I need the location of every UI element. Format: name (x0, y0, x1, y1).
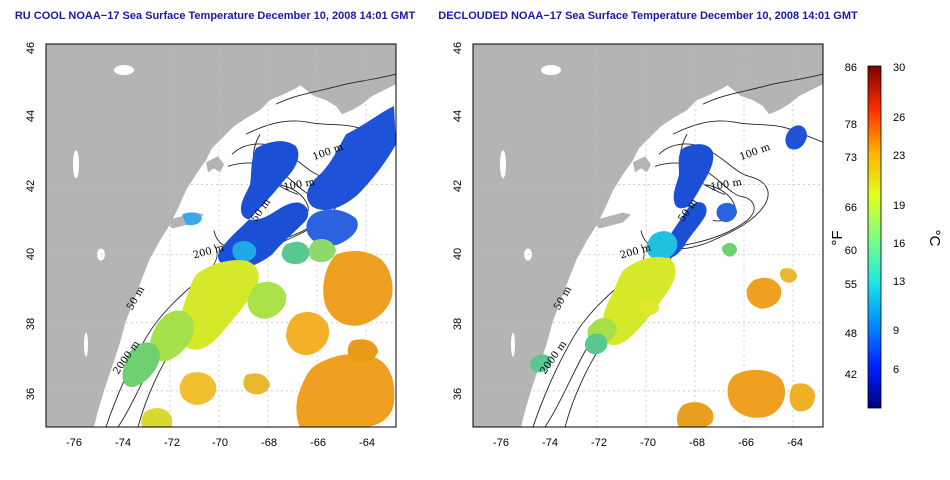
right-lat-tick: 38 (452, 318, 464, 330)
left-lon-tick: -74 (115, 437, 131, 449)
left-lat-tick: 38 (25, 318, 37, 330)
left-sst-cold (182, 106, 396, 269)
right-map-border (472, 43, 824, 428)
right-lon-tick: -66 (738, 437, 754, 449)
left-lon-tick: -66 (310, 437, 326, 449)
right-lon-tick: -64 (787, 437, 803, 449)
fahrenheit-tick: 86 (845, 62, 857, 74)
fahrenheit-unit-label: °F (829, 230, 846, 245)
right-lon-axis: -76 -74 -72 -70 -68 -66 -64 (493, 437, 803, 449)
fahrenheit-tick: 55 (845, 279, 857, 291)
celsius-tick: 6 (893, 364, 899, 376)
celsius-tick: 16 (893, 238, 905, 250)
fahrenheit-tick: 78 (845, 119, 857, 131)
colorbar: 86 78 73 66 60 55 48 42 30 26 23 19 16 1… (829, 62, 943, 409)
left-sst-warm (141, 251, 395, 427)
colorbar-fahrenheit-ticks: 86 78 73 66 60 55 48 42 (845, 62, 857, 381)
right-panel-title: DECLOUDED NOAA−17 Sea Surface Temperatur… (438, 10, 858, 22)
right-lat-tick: 36 (452, 388, 464, 400)
colorbar-scale (867, 65, 882, 409)
left-map-base: 100 m 100 m 200 m 50 m 2000 m 50 m (46, 44, 396, 427)
left-lon-tick: -64 (359, 437, 375, 449)
right-lat-axis: 46 44 42 40 38 36 (452, 42, 464, 400)
right-sst-cold (646, 125, 807, 261)
right-lat-tick: 40 (452, 248, 464, 260)
left-lon-tick: -70 (212, 437, 228, 449)
left-map-border (45, 43, 397, 428)
left-lat-axis: 46 44 42 40 38 36 (25, 42, 37, 400)
left-sst-mid (122, 238, 336, 388)
left-panel-title: RU COOL NOAA−17 Sea Surface Temperature … (15, 10, 416, 22)
right-lon-tick: -72 (591, 437, 607, 449)
fahrenheit-tick: 42 (845, 369, 857, 381)
celsius-tick: 13 (893, 276, 905, 288)
right-lat-tick: 46 (452, 42, 464, 54)
celsius-tick: 30 (893, 62, 905, 74)
right-lon-tick: -74 (542, 437, 558, 449)
left-panel: RU COOL NOAA−17 Sea Surface Temperature … (15, 10, 416, 449)
right-panel: DECLOUDED NOAA−17 Sea Surface Temperatur… (438, 10, 858, 449)
right-lon-tick: -68 (689, 437, 705, 449)
left-lat-tick: 46 (25, 42, 37, 54)
right-lat-tick: 42 (452, 180, 464, 192)
colorbar-celsius-ticks: 30 26 23 19 16 13 9 6 (893, 62, 905, 376)
celsius-tick: 19 (893, 200, 905, 212)
fahrenheit-tick: 60 (845, 245, 857, 257)
right-sst-mid (530, 242, 737, 373)
left-lon-tick: -72 (164, 437, 180, 449)
left-lat-tick: 44 (25, 110, 37, 122)
right-lon-tick: -76 (493, 437, 509, 449)
fahrenheit-tick: 66 (845, 202, 857, 214)
fahrenheit-tick: 48 (845, 328, 857, 340)
left-lon-tick: -76 (66, 437, 82, 449)
right-grid (473, 44, 823, 427)
celsius-tick: 26 (893, 112, 905, 124)
celsius-unit-label: °C (926, 230, 943, 247)
right-lat-tick: 44 (452, 110, 464, 122)
fahrenheit-tick: 73 (845, 152, 857, 164)
right-lon-tick: -70 (640, 437, 656, 449)
left-lon-axis: -76 -74 -72 -70 -68 -66 -64 (66, 437, 375, 449)
right-sst-warm (676, 268, 815, 427)
celsius-tick: 9 (893, 325, 899, 337)
left-lat-tick: 40 (25, 248, 37, 260)
left-lat-tick: 36 (25, 388, 37, 400)
left-lat-tick: 42 (25, 180, 37, 192)
celsius-tick: 23 (893, 150, 905, 162)
left-lon-tick: -68 (261, 437, 277, 449)
